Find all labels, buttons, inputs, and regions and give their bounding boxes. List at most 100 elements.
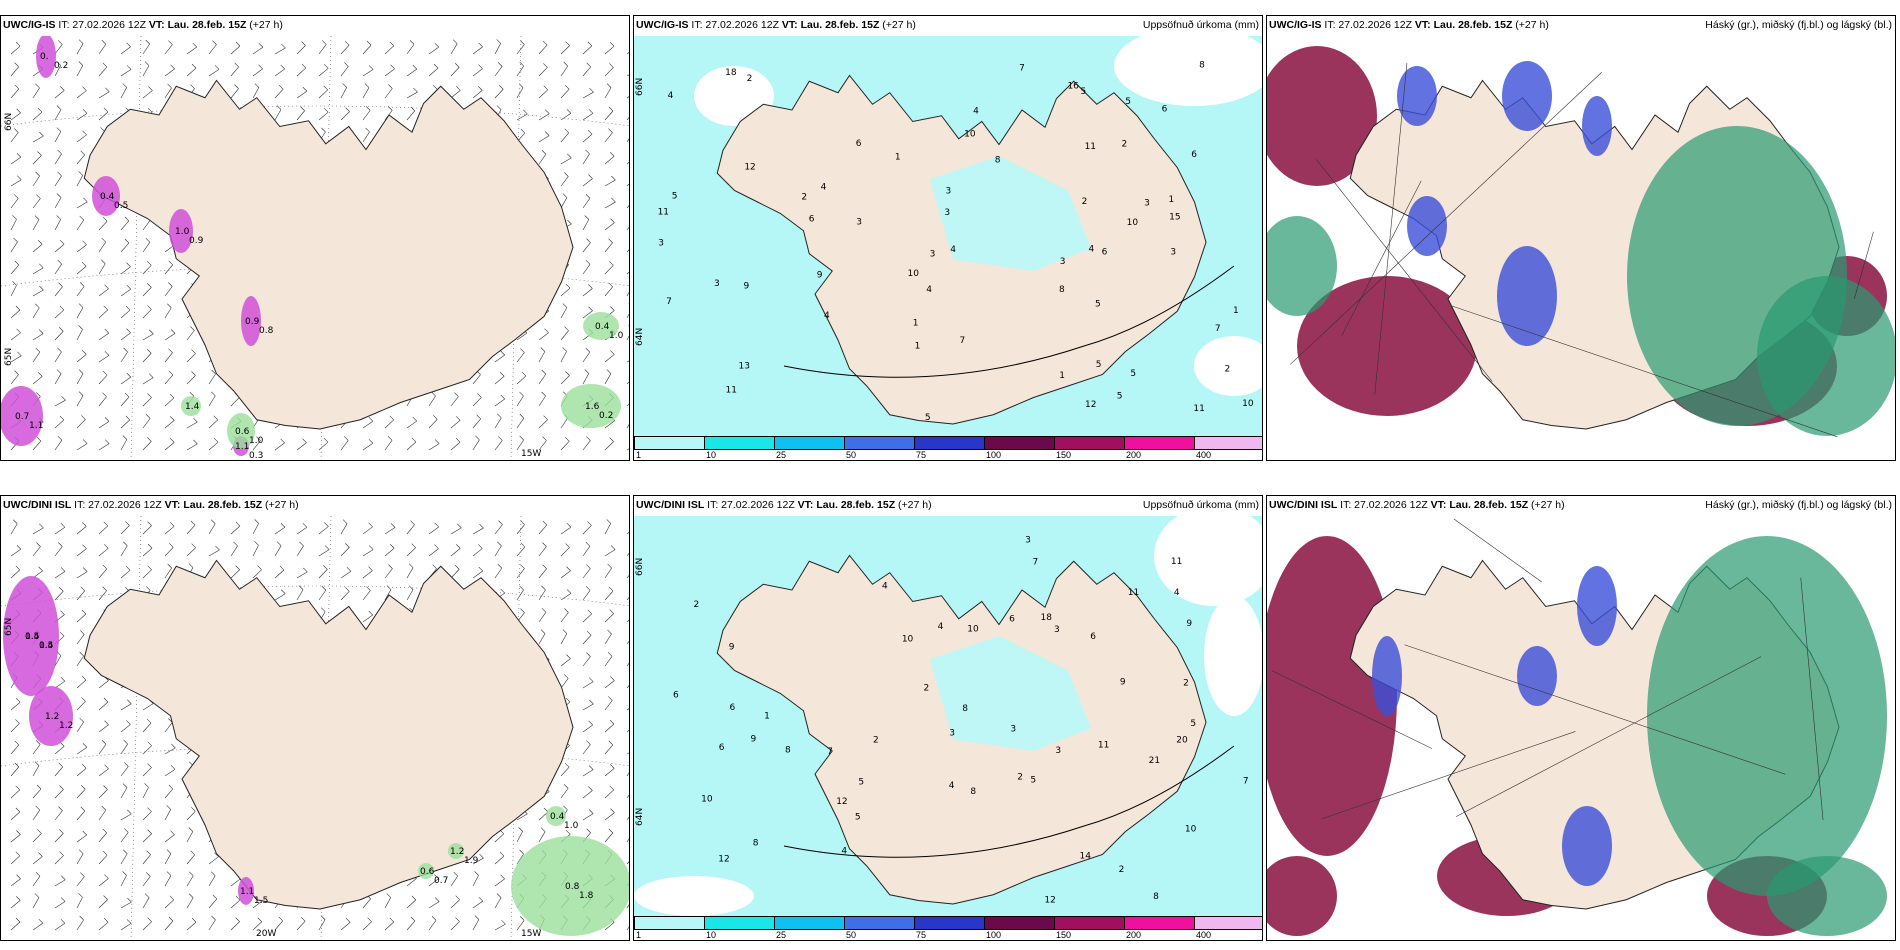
wind-barb <box>35 171 40 177</box>
precip-value: 3 <box>1025 535 1031 545</box>
precip-value: 2 <box>1082 197 1088 207</box>
wind-barb <box>538 524 548 535</box>
wind-barb <box>472 857 484 865</box>
precip-value: 2 <box>1183 679 1189 689</box>
wind-barb <box>36 436 42 442</box>
map-wind-top[interactable]: 0. 0.2 0.4 0.5 1.0 0.9 0.9 0.8 0.7 1.1 1.1 0.3 0.4 1.… <box>1 36 629 460</box>
wind-barb <box>122 435 127 440</box>
wind-barb <box>76 655 84 667</box>
wind-barb <box>431 391 436 397</box>
wind-barb <box>32 922 44 931</box>
precip-value: 8 <box>1199 60 1205 70</box>
wind-barb <box>604 633 612 645</box>
wind-barb <box>456 544 461 549</box>
wind-barb <box>302 523 308 528</box>
wind-barb <box>54 109 62 121</box>
wind-barb <box>10 548 22 557</box>
valid-time: VT: Lau. 28.feb. 15Z <box>1414 19 1513 31</box>
wind-barb <box>146 718 152 724</box>
wind-barb <box>169 393 175 399</box>
wind-barb <box>230 525 241 535</box>
wind-barb <box>629 894 630 898</box>
wind-barb <box>610 545 616 550</box>
map-precip-top[interactable]: 8 1 3 7 1 2 1 3 2 5 4 3 7 5 4 11 6 3 5 1 4 3 2 16 15 13 12 11 10 9 6 7 5… <box>634 36 1262 436</box>
wind-barb <box>520 348 525 353</box>
wind-barb <box>299 541 304 547</box>
wind-barb <box>560 441 570 451</box>
wind-barb <box>604 768 615 777</box>
wind-barb <box>563 674 569 679</box>
wind-barb <box>170 64 175 70</box>
wind-barb <box>496 105 502 110</box>
wind-barb <box>39 263 44 269</box>
wind-barb <box>494 376 505 385</box>
wind-barb <box>124 392 130 398</box>
wind-barb <box>10 264 20 275</box>
wind-barb <box>14 194 19 199</box>
wind-barb <box>406 91 418 99</box>
precip-value: 2 <box>873 736 879 746</box>
wind-barb <box>538 440 547 451</box>
precip-value: 0.4 <box>39 641 54 651</box>
wind-barb <box>254 519 259 524</box>
wind-barb <box>428 395 436 407</box>
wind-barb <box>76 548 87 557</box>
wind-barb <box>604 441 614 451</box>
wind-barb <box>560 658 571 667</box>
wind-barb <box>516 813 528 821</box>
wind-barb <box>80 630 85 635</box>
wind-barb <box>170 329 176 334</box>
precip-value: 0.7 <box>15 412 29 422</box>
mid-cloud <box>1397 66 1437 126</box>
wind-barb <box>164 547 174 557</box>
wind-barb <box>563 805 568 811</box>
init-time: IT: 27.02.2026 12Z <box>691 19 779 31</box>
wind-barb <box>149 329 154 335</box>
wind-barb <box>279 565 285 571</box>
wind-barb <box>523 109 528 115</box>
wind-barb <box>626 117 629 121</box>
wind-barb <box>54 399 66 407</box>
wind-barb <box>565 41 570 46</box>
precip-value: 0.9 <box>189 236 204 246</box>
wind-barb <box>122 871 127 876</box>
wind-barb <box>32 546 41 557</box>
map-clouds-bottom[interactable] <box>1267 516 1895 940</box>
wind-barb <box>10 198 19 209</box>
map-precip-bottom[interactable]: 8 9 2 2 10 9 8 7 6 4 3 2 5 4 3 10 11 8 6 12 11 10 9 7 5 6 8 3 2 4 5 6 12… <box>634 516 1262 916</box>
map-clouds-top[interactable] <box>1267 36 1895 460</box>
precip-value: 0.2 <box>599 411 613 421</box>
wind-barb <box>147 543 153 549</box>
wind-barb <box>230 545 238 557</box>
lead-time: (+27 h) <box>265 499 299 511</box>
colorbar-swatch <box>844 916 915 930</box>
precip-value: 3 <box>949 728 955 738</box>
wind-barb <box>122 783 128 788</box>
wind-barb <box>538 89 548 99</box>
wind-barb <box>626 161 629 165</box>
wind-barb <box>296 110 305 121</box>
wind-barb <box>324 545 330 550</box>
wind-barb <box>188 827 194 832</box>
wind-barb <box>406 110 416 121</box>
wind-barb <box>323 107 329 113</box>
map-wind-bottom[interactable]: 0.4 1.5 1.2 1.2 1.1 1.5 0.8 1.8 0.4 1.0 1.2 1.9 0.6 0… <box>1 516 630 940</box>
wind-barb <box>582 613 592 623</box>
wind-barb <box>582 656 591 667</box>
wind-barb <box>604 744 614 755</box>
wind-barb <box>280 438 285 444</box>
wind-barb <box>32 765 40 777</box>
wind-barb <box>344 62 349 67</box>
wind-barb <box>254 541 259 546</box>
wind-barb <box>301 63 307 69</box>
wind-barb <box>104 328 110 334</box>
dry-area <box>1204 596 1262 716</box>
colorbar-tick: 400 <box>1196 450 1212 460</box>
wind-barb <box>234 84 239 89</box>
precip-value: 1 <box>915 342 921 352</box>
wind-barb <box>102 216 108 222</box>
wind-barb <box>321 585 327 591</box>
wind-barb <box>455 917 460 922</box>
wind-barb <box>126 720 131 725</box>
wind-barb <box>362 526 373 535</box>
